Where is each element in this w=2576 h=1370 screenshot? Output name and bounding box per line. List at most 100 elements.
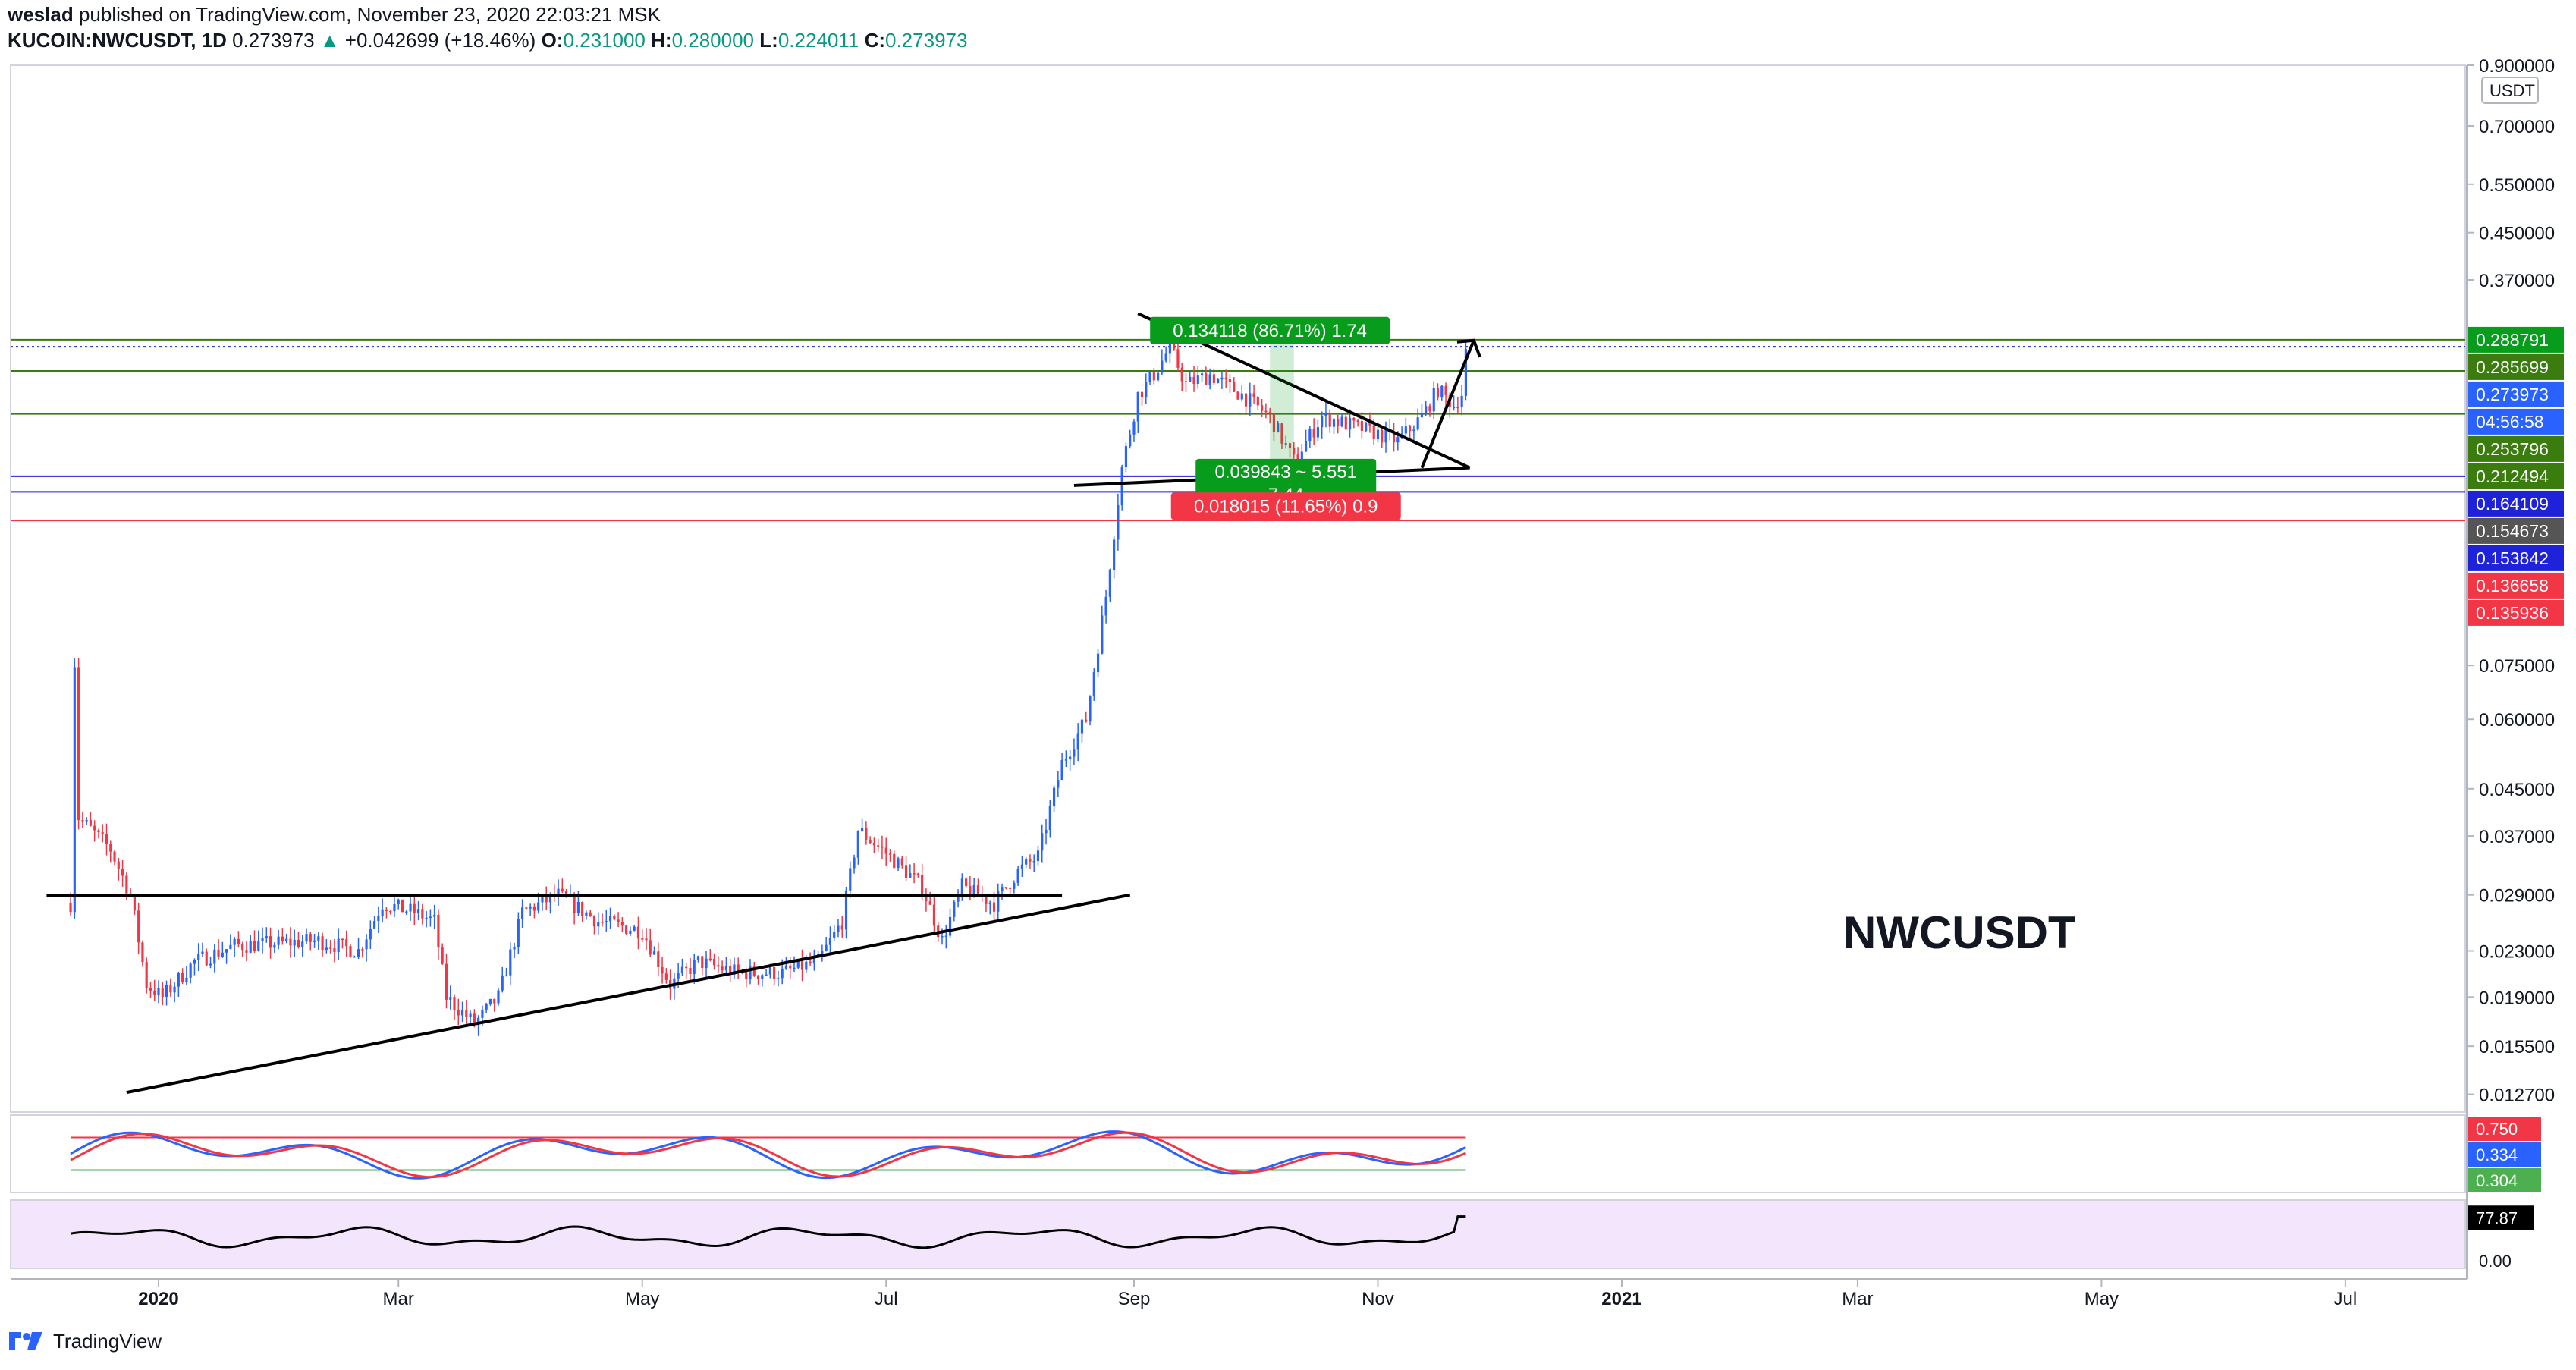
candle-body — [685, 966, 688, 969]
candle-body — [1224, 377, 1227, 379]
candle-body — [796, 960, 800, 968]
candle-body — [1288, 443, 1292, 448]
y-tick-label: 0.700000 — [2479, 117, 2555, 137]
footer-brand[interactable]: TradingView — [53, 1329, 162, 1353]
candle-body — [781, 968, 784, 979]
candle-body — [884, 847, 887, 854]
candle-body — [465, 1010, 468, 1017]
candle-body — [1004, 887, 1007, 888]
open-label: O: — [541, 29, 564, 52]
candle-body — [345, 939, 348, 947]
candle-body — [365, 939, 368, 950]
candle-body — [928, 901, 931, 905]
candle-body — [517, 919, 520, 947]
candle-body — [473, 1013, 476, 1026]
candle-body — [1244, 393, 1248, 407]
candle-body — [761, 975, 764, 979]
candle-body — [1324, 412, 1327, 416]
candle-body — [329, 947, 332, 949]
osc-tag-label: 0.334 — [2476, 1145, 2518, 1164]
candle-body — [413, 903, 416, 913]
candle-body — [541, 895, 544, 903]
candle-body — [1453, 407, 1456, 409]
candle-body — [1168, 340, 1171, 354]
price-tag-label: 0.212494 — [2476, 467, 2549, 486]
candle-body — [297, 939, 300, 947]
candle-body — [749, 966, 752, 980]
candle-body — [1161, 360, 1164, 373]
candle-body — [501, 975, 504, 991]
candle-body — [385, 909, 388, 911]
candle-body — [1296, 454, 1299, 460]
candle-body — [1293, 448, 1296, 455]
tradingview-logo-icon[interactable] — [6, 1329, 46, 1353]
candle-body — [337, 938, 340, 952]
candle-body — [245, 950, 248, 953]
candle-body — [145, 962, 148, 988]
candle-body — [957, 894, 960, 902]
candle-body — [800, 960, 804, 970]
candle-body — [696, 956, 700, 960]
arrowhead — [1456, 338, 1481, 358]
osc-tag-label: 0.750 — [2476, 1120, 2518, 1139]
candle-body — [313, 940, 316, 942]
candle-body — [369, 928, 372, 940]
rsi-tag-label: 77.87 — [2476, 1208, 2518, 1227]
price-tag — [2468, 517, 2564, 544]
candle-body — [1029, 859, 1032, 862]
candle-body — [161, 988, 164, 997]
candle-body — [1041, 833, 1044, 851]
currency-label: USDT — [2490, 81, 2535, 100]
candle-body — [1460, 395, 1463, 408]
candle-body — [117, 861, 120, 869]
candle-body — [189, 963, 192, 978]
candle-body — [537, 902, 540, 911]
y-tick-label: 0.550000 — [2479, 175, 2555, 196]
candle-body — [1392, 431, 1396, 443]
candle-body — [1264, 410, 1268, 413]
y-tick-label: 0.023000 — [2479, 942, 2555, 963]
candle-body — [133, 894, 136, 911]
close-value: 0.273973 — [885, 29, 968, 52]
candle-body — [229, 944, 232, 950]
candle-body — [525, 907, 528, 909]
candle-body — [421, 909, 424, 919]
osc-tag — [2468, 1142, 2541, 1167]
price-tag — [2468, 353, 2564, 380]
candle-body — [1200, 373, 1204, 376]
candle-body — [548, 894, 552, 903]
candle-body — [1136, 391, 1139, 422]
candle-body — [805, 961, 808, 970]
candle-body — [777, 978, 780, 980]
candle-body — [589, 912, 592, 916]
author-name[interactable]: weslad — [8, 3, 74, 26]
candle-body — [129, 893, 132, 895]
candle-body — [828, 938, 832, 945]
candle-body — [1436, 388, 1440, 398]
candle-body — [201, 951, 204, 954]
candle-body — [405, 911, 408, 913]
candle-body — [768, 966, 771, 975]
annotation-text: 0.134118 (86.71%) 1.74 — [1173, 321, 1367, 341]
candle-body — [812, 957, 815, 964]
candle-body — [1360, 421, 1363, 431]
candle-body — [293, 939, 296, 946]
candle-body — [193, 960, 196, 964]
x-tick-label: Mar — [383, 1289, 414, 1309]
price-tag — [2468, 572, 2564, 599]
footer: TradingView — [6, 1329, 162, 1353]
candle-body — [433, 915, 436, 917]
candle-body — [1420, 413, 1424, 418]
candle-body — [1148, 372, 1151, 382]
candle-body — [393, 903, 396, 912]
candle-body — [1365, 422, 1368, 431]
candle-body — [705, 958, 708, 969]
candle-body — [1124, 446, 1128, 467]
price-tag — [2468, 435, 2564, 462]
candle-body — [261, 937, 264, 941]
annotation-box — [1150, 316, 1390, 344]
candle-body — [988, 902, 991, 904]
candle-body — [809, 961, 812, 964]
price-tag-label: 0.253796 — [2476, 439, 2549, 459]
